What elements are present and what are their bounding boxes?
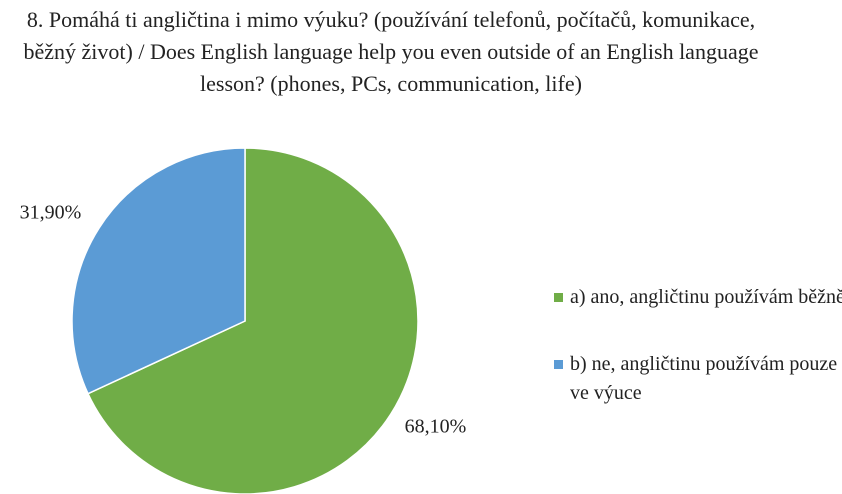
- legend-item: b) ne, angličtinu používám pouze ve výuc…: [552, 350, 842, 408]
- pie-slice: [71, 147, 246, 395]
- legend-item: a) ano, angličtinu používám běžně: [552, 283, 842, 312]
- legend-swatch: [554, 293, 563, 302]
- data-label: 68,10%: [405, 416, 467, 438]
- data-label: 31,90%: [20, 201, 82, 223]
- chart-title: 8. Pomáhá ti angličtina i mimo výuku? (p…: [23, 7, 759, 96]
- legend-label: b) ne, angličtinu používám pouze ve výuc…: [570, 353, 838, 404]
- legend-label: a) ano, angličtinu používám běžně: [570, 286, 842, 308]
- legend-swatch: [554, 360, 563, 369]
- pie-slice: [87, 147, 419, 494]
